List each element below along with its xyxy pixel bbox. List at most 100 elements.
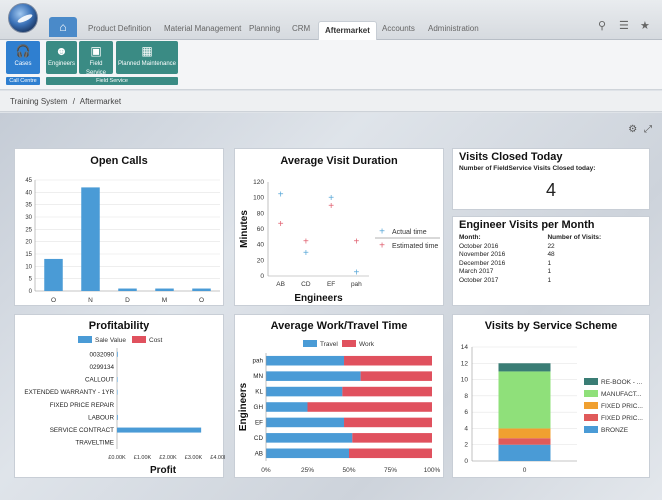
y-tick-label: MN [253,373,263,380]
tab-accounts[interactable]: Accounts [382,24,415,33]
x-tick-label: £2.00K [159,455,177,461]
bar-segment [498,363,551,372]
legend-swatch [584,426,598,433]
x-tick-label: 100% [424,467,441,474]
bar-segment [498,444,551,461]
open-calls-chart: 0 5 10 15 20 25 30 35 40 45 O N D M O [25,178,220,304]
month-cell: October 2016 [459,242,499,250]
y-tick-label: EF [255,419,263,426]
bar [266,355,345,366]
y-tick-label: 20 [257,257,265,264]
breadcrumb-root[interactable]: Training System [10,97,68,106]
home-tab[interactable]: ⌂ [49,17,77,37]
month-cell: October 2017 [459,276,499,284]
service-scheme-panel: Visits by Service Scheme 0 2 4 6 8 10 12 14 0 RE-… [452,314,650,478]
y-tick-label: AB [255,450,263,457]
x-tick-label: £4.00K [210,455,225,461]
app-logo[interactable] [8,3,38,33]
visits-closed-title: Visits Closed Today [459,151,563,163]
data-point: + [278,219,284,230]
settings-icon[interactable]: ⚙ [628,124,638,135]
field-service-button-label: Field Service [85,61,106,76]
group-field-service: Field Service [46,77,178,85]
y-tick-label: 35 [25,203,32,209]
y-tick-label: 25 [25,227,32,233]
legend-label: Travel [320,341,338,348]
breadcrumb: Training System / Aftermarket [0,91,662,112]
legend-swatch [584,390,598,397]
field-service-button[interactable]: ▣ Field Service [79,41,113,76]
visits-cell: 1 [547,268,552,276]
visits-closed-label: Number of FieldService Visits Closed tod… [459,165,596,172]
planned-maintenance-button[interactable]: ▦ Planned Maintenance [116,41,178,74]
legend-marker: + [379,241,385,252]
legend-label: BRONZE [601,427,629,434]
y-tick-label: CALLOUT [85,377,114,384]
x-axis-title: Profit [150,465,177,476]
legend-swatch [342,340,356,347]
data-point: + [328,201,334,212]
tab-aftermarket[interactable]: Aftermarket [318,21,377,40]
x-tick-label: O [199,297,204,304]
headset-icon: 🎧 [15,44,31,58]
y-tick-label: 100 [253,195,264,202]
legend-swatch [584,378,598,385]
legend-label: Actual time [392,229,427,236]
visits-closed-panel: Visits Closed Today Number of FieldServi… [452,148,650,210]
engineers-button[interactable]: ☻ Engineers [46,41,77,74]
y-tick-label: 30 [25,215,32,221]
x-tick-label: 0% [261,467,271,474]
x-tick-label: EF [327,281,335,288]
y-tick-label: 20 [25,240,32,246]
tab-crm[interactable]: CRM [292,24,311,33]
bar [117,389,118,395]
y-tick-label: 14 [461,344,469,351]
toolbox-icon: ▣ [90,44,102,58]
bar [81,187,100,291]
home-icon: ⌂ [59,20,67,34]
tab-material-management[interactable]: Material Management [164,24,242,33]
y-tick-label: 5 [29,277,33,283]
legend-swatch [78,336,92,343]
x-tick-label: £0.00K [108,455,126,461]
bar-segment [498,428,551,439]
month-cell: December 2016 [459,259,506,267]
x-axis-title: Engineers [294,293,343,304]
bar [266,417,345,428]
menu-icon[interactable]: ☰ [619,20,629,32]
x-tick-label: 25% [301,467,314,474]
search-icon[interactable]: ⚲ [598,20,607,32]
avg-visit-title: Average Visit Duration [280,155,398,167]
y-tick-label: 6 [464,409,468,416]
bar [117,351,118,357]
y-axis-title: Engineers [238,382,249,431]
expand-icon[interactable]: ⤢ [644,124,652,135]
y-tick-label: GH [254,404,264,411]
visits-closed-value: 4 [545,180,556,200]
y-tick-label: 45 [25,178,32,184]
y-tick-label: 2 [464,442,468,449]
y-tick-label: pah [252,358,263,365]
x-tick-label: D [125,297,130,304]
bar [117,377,118,383]
tab-planning[interactable]: Planning [249,24,281,33]
table-row: October 2016 22 [457,243,647,252]
star-icon[interactable]: ★ [640,20,650,32]
engineers-button-label: Engineers [47,61,76,67]
bar [117,427,202,433]
tab-administration[interactable]: Administration [428,24,479,33]
y-tick-label: 12 [461,360,469,367]
legend-swatch [303,340,317,347]
data-point: + [303,236,309,247]
y-tick-label: EXTENDED WARRANTY - 1YR [24,389,114,396]
tab-product-definition[interactable]: Product Definition [88,24,152,33]
x-tick-label: 50% [342,467,355,474]
y-tick-label: TRAVELTIME [75,440,114,447]
person-icon: ☻ [55,44,68,58]
cases-button[interactable]: 🎧 Cases [6,41,40,74]
legend-label: Work [359,341,375,348]
visits-cell: 48 [547,251,555,259]
y-tick-label: 120 [253,179,264,186]
x-tick-label: £1.00K [134,455,152,461]
profitability-chart: Sale Value Cost 0032090 0299134 CALLOUT EXTEN… [24,336,225,476]
